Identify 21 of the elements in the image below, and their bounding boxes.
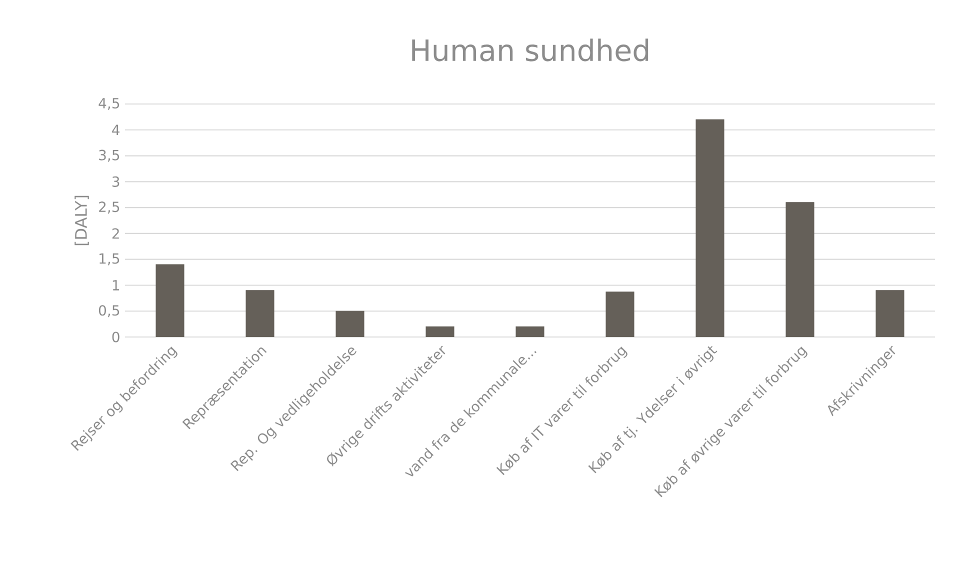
bar bbox=[606, 292, 634, 337]
y-tick-label: 0,5 bbox=[98, 305, 120, 318]
y-tick-label: 4 bbox=[112, 124, 120, 135]
bar bbox=[156, 264, 184, 337]
y-tick-label: 2,5 bbox=[99, 202, 120, 214]
y-axis-title: [DALY] bbox=[74, 196, 89, 246]
y-tick-label: 1,5 bbox=[100, 253, 120, 266]
y-tick-label: 4,5 bbox=[98, 98, 120, 110]
bar bbox=[516, 326, 544, 337]
y-tick-label: 2 bbox=[112, 228, 119, 239]
bar bbox=[876, 290, 904, 337]
chart-title: Human sundhed bbox=[412, 38, 648, 62]
bar bbox=[786, 202, 814, 337]
bar bbox=[336, 310, 364, 337]
y-tick-label: 3,5 bbox=[99, 150, 120, 162]
bar bbox=[696, 119, 724, 337]
y-tick-label: 1 bbox=[112, 280, 119, 290]
y-tick-label: 3 bbox=[112, 176, 120, 187]
bar bbox=[426, 326, 454, 337]
y-tick-label: 0 bbox=[112, 332, 120, 342]
bar bbox=[246, 290, 274, 337]
